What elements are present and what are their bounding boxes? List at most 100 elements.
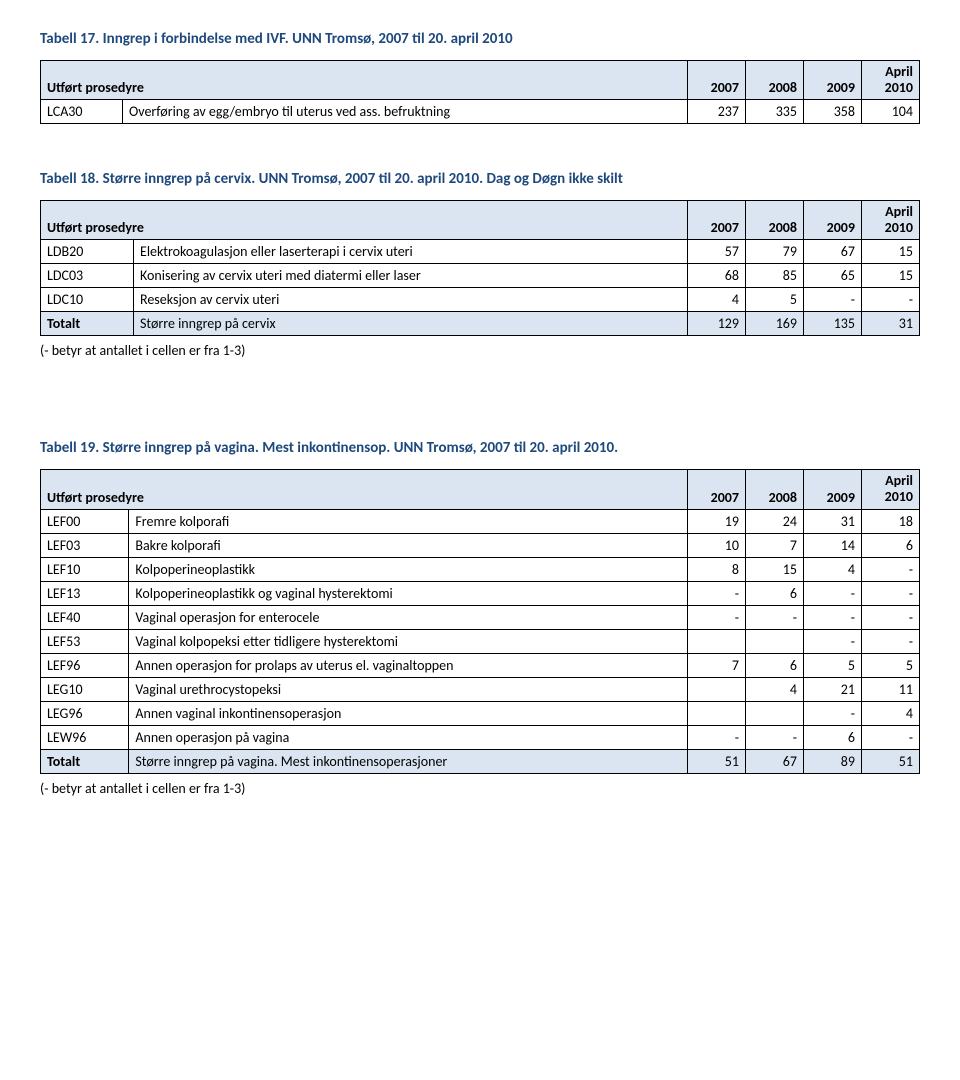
table17-header-proc: Utført prosedyre	[41, 61, 688, 100]
table19-cell-2009: 21	[804, 677, 862, 701]
table17-title: Tabell 17. Inngrep i forbindelse med IVF…	[40, 30, 920, 48]
table17-cell-2010: 104	[862, 100, 920, 124]
table19-header-2008: 2008	[746, 470, 804, 509]
table18-cell-code: LDB20	[41, 240, 134, 264]
table18-total-code: Totalt	[41, 312, 134, 336]
table19-row: LEF96Annen operasjon for prolaps av uter…	[41, 653, 920, 677]
table17-header-april-bot: 2010	[885, 79, 913, 96]
table19-footnote: (- betyr at antallet i cellen er fra 1-3…	[40, 780, 920, 797]
table19-cell-2007	[688, 629, 746, 653]
table18-cell-desc: Konisering av cervix uteri med diatermi …	[133, 264, 687, 288]
table17-header-april: April 2010	[862, 61, 920, 100]
table19-header-april-bot: 2010	[885, 488, 913, 505]
table19-total-2008: 67	[746, 749, 804, 773]
table19-cell-2009: 6	[804, 725, 862, 749]
table19-header-april-top: April	[885, 472, 913, 489]
table19-header-proc: Utført prosedyre	[41, 470, 688, 509]
table18-cell-2007: 57	[688, 240, 746, 264]
table19-cell-2007: -	[688, 605, 746, 629]
table19-row: LEF13Kolpoperineoplastikk og vaginal hys…	[41, 581, 920, 605]
table18-header-2008: 2008	[746, 201, 804, 240]
table19-total-row: Totalt Større inngrep på vagina. Mest in…	[41, 749, 920, 773]
table19-cell-2009: 5	[804, 653, 862, 677]
table17-header-2008: 2008	[746, 61, 804, 100]
table19-cell-2009: -	[804, 605, 862, 629]
table18-total-2009: 135	[804, 312, 862, 336]
table19: Utført prosedyre 2007 2008 2009 April 20…	[40, 469, 920, 773]
table18-total-row: Totalt Større inngrep på cervix 129 169 …	[41, 312, 920, 336]
table18-total-2008: 169	[746, 312, 804, 336]
table17-cell-2007: 237	[688, 100, 746, 124]
table17-header-row: Utført prosedyre 2007 2008 2009 April 20…	[41, 61, 920, 100]
table19-cell-2007	[688, 677, 746, 701]
table19-cell-desc: Vaginal urethrocystopeksi	[129, 677, 688, 701]
table19-cell-2010: 11	[862, 677, 920, 701]
table19-cell-desc: Vaginal operasjon for enterocele	[129, 605, 688, 629]
table19-cell-2008: -	[746, 725, 804, 749]
table18-cell-2010: -	[862, 288, 920, 312]
table19-cell-code: LEF13	[41, 581, 129, 605]
table18-cell-2010: 15	[862, 264, 920, 288]
table18-header-2009: 2009	[804, 201, 862, 240]
table19-cell-2010: -	[862, 725, 920, 749]
table18-cell-2008: 85	[746, 264, 804, 288]
table19-cell-desc: Annen operasjon for prolaps av uterus el…	[129, 653, 688, 677]
table18-cell-2007: 4	[688, 288, 746, 312]
table19-title: Tabell 19. Større inngrep på vagina. Mes…	[40, 439, 920, 457]
table19-cell-code: LEF03	[41, 533, 129, 557]
table19-cell-desc: Fremre kolporafi	[129, 509, 688, 533]
table19-cell-code: LEF53	[41, 629, 129, 653]
table18-header-row: Utført prosedyre 2007 2008 2009 April 20…	[41, 201, 920, 240]
table19-cell-2009: 31	[804, 509, 862, 533]
table19-cell-2008	[746, 701, 804, 725]
table17-header-2007: 2007	[688, 61, 746, 100]
table19-cell-code: LEF10	[41, 557, 129, 581]
table19-cell-2010: -	[862, 629, 920, 653]
table19-cell-2008: 7	[746, 533, 804, 557]
table17-cell-code: LCA30	[41, 100, 123, 124]
table18-title: Tabell 18. Større inngrep på cervix. UNN…	[40, 170, 920, 188]
table19-cell-2009: 4	[804, 557, 862, 581]
table19-cell-code: LEF00	[41, 509, 129, 533]
table18-total-2010: 31	[862, 312, 920, 336]
table17-cell-desc: Overføring av egg/embryo til uterus ved …	[123, 100, 688, 124]
table19-header-row: Utført prosedyre 2007 2008 2009 April 20…	[41, 470, 920, 509]
table19-cell-2010: -	[862, 605, 920, 629]
table19-cell-2010: -	[862, 557, 920, 581]
table19-cell-2007: 10	[688, 533, 746, 557]
table19-cell-2010: 6	[862, 533, 920, 557]
table19-cell-2009: 14	[804, 533, 862, 557]
table19-cell-2008: 24	[746, 509, 804, 533]
table19-cell-2010: 4	[862, 701, 920, 725]
table18-footnote: (- betyr at antallet i cellen er fra 1-3…	[40, 342, 920, 359]
table17-cell-2008: 335	[746, 100, 804, 124]
table19-cell-2007: 19	[688, 509, 746, 533]
table19-total-desc: Større inngrep på vagina. Mest inkontine…	[129, 749, 688, 773]
table18-header-april-bot: 2010	[885, 219, 913, 236]
table19-cell-desc: Kolpoperineoplastikk	[129, 557, 688, 581]
table19-header-2009: 2009	[804, 470, 862, 509]
table19-cell-2007	[688, 701, 746, 725]
table19-cell-2008: 6	[746, 653, 804, 677]
table18-total-2007: 129	[688, 312, 746, 336]
table19-cell-2007: -	[688, 725, 746, 749]
table18-cell-2009: 67	[804, 240, 862, 264]
table19-cell-code: LEF96	[41, 653, 129, 677]
table18-cell-2009: -	[804, 288, 862, 312]
table19-row: LEF40Vaginal operasjon for enterocele---…	[41, 605, 920, 629]
table19-cell-code: LEW96	[41, 725, 129, 749]
table19-header-2007: 2007	[688, 470, 746, 509]
table18-row: LDB20Elektrokoagulasjon eller laserterap…	[41, 240, 920, 264]
table18-cell-code: LDC03	[41, 264, 134, 288]
table19-total-2009: 89	[804, 749, 862, 773]
table17-header-april-top: April	[885, 63, 913, 80]
table19-row: LEG96Annen vaginal inkontinensoperasjon-…	[41, 701, 920, 725]
table17-cell-2009: 358	[804, 100, 862, 124]
table19-row: LEG10Vaginal urethrocystopeksi42111	[41, 677, 920, 701]
table19-cell-2010: -	[862, 581, 920, 605]
table19-header-april: April 2010	[862, 470, 920, 509]
table18-cell-desc: Elektrokoagulasjon eller laserterapi i c…	[133, 240, 687, 264]
table18-cell-desc: Reseksjon av cervix uteri	[133, 288, 687, 312]
table19-cell-2007: -	[688, 581, 746, 605]
table18-cell-2008: 5	[746, 288, 804, 312]
